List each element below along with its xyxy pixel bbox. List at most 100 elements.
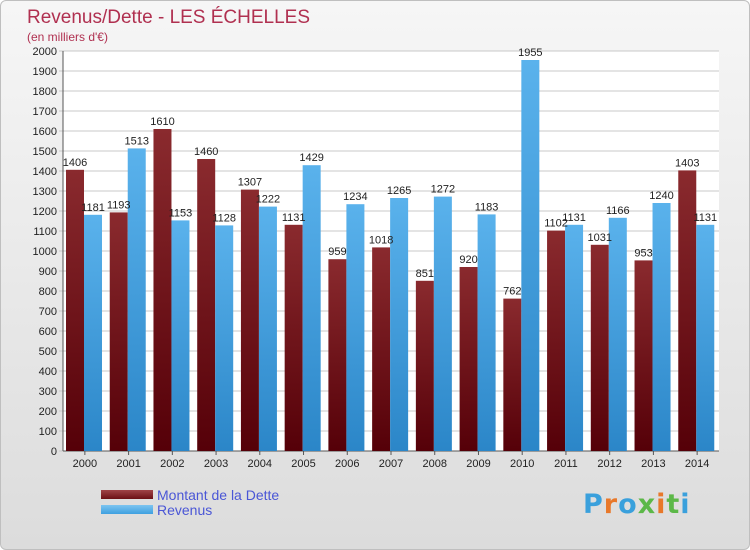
legend: Montant de la Dette Revenus [101, 486, 280, 518]
bar-dette-2012 [590, 244, 609, 451]
bar-dette-2013 [634, 260, 653, 451]
bar-revenus-2010 [521, 60, 540, 451]
data-label-revenus-2014: 1131 [693, 212, 717, 224]
data-label-dette-2008: 851 [416, 268, 434, 280]
y-tick-label: 2000 [33, 46, 57, 58]
data-label-dette-2006: 959 [328, 246, 346, 258]
x-tick-label: 2001 [116, 458, 140, 470]
y-tick-label: 1900 [33, 66, 57, 78]
y-tick-label: 800 [39, 286, 57, 298]
y-tick-label: 1500 [33, 146, 57, 158]
bar-dette-2004 [240, 189, 259, 451]
logo-letter: i [656, 489, 667, 520]
legend-item-dette: Montant de la Dette [101, 486, 280, 503]
bar-revenus-2014 [696, 224, 715, 451]
y-tick-label: 1200 [33, 206, 57, 218]
x-tick-label: 2013 [641, 458, 665, 470]
axes: 0 100 200 300 400 500 600 700 800 900 1000 1100 1200… [33, 46, 719, 470]
y-tick-label: 100 [39, 426, 57, 438]
bar-revenus-2007 [390, 198, 409, 451]
x-tick-label: 2003 [204, 458, 228, 470]
bar-revenus-2000 [84, 214, 102, 451]
data-label-revenus-2012: 1166 [606, 205, 630, 217]
x-tick-label: 2002 [160, 458, 184, 470]
x-tick-label: 2012 [597, 458, 621, 470]
y-tick-label: 1800 [33, 86, 57, 98]
bar-dette-2001 [109, 212, 128, 451]
y-tick-label: 1600 [33, 126, 57, 138]
x-tick-label: 2009 [466, 458, 490, 470]
data-label-revenus-2013: 1240 [649, 190, 673, 202]
y-tick-label: 400 [39, 366, 57, 378]
y-tick-label: 1300 [33, 186, 57, 198]
bar-dette-2010 [503, 298, 522, 451]
data-label-revenus-2010: 1955 [518, 47, 542, 59]
data-label-revenus-2009: 1183 [475, 201, 499, 213]
data-label-revenus-2008: 1272 [431, 184, 455, 196]
bar-revenus-2008 [433, 196, 452, 451]
y-tick-label: 1100 [33, 226, 57, 238]
bar-dette-2007 [372, 247, 391, 451]
data-label-revenus-2005: 1429 [299, 152, 323, 164]
bar-revenus-2002 [171, 220, 190, 451]
data-label-revenus-2007: 1265 [387, 185, 411, 197]
x-tick-label: 2004 [248, 458, 272, 470]
y-tick-label: 300 [39, 386, 57, 398]
data-label-dette-2000: 1406 [63, 157, 87, 169]
bar-dette-2003 [197, 159, 216, 451]
logo-letter: r [603, 489, 619, 520]
bar-dette-2005 [284, 224, 303, 451]
logo-letter: t [666, 489, 681, 520]
y-tick-label: 1700 [33, 106, 57, 118]
bar-dette-2006 [328, 259, 347, 451]
x-tick-label: 2005 [291, 458, 315, 470]
y-tick-label: 600 [39, 326, 57, 338]
data-label-dette-2003: 1460 [194, 146, 218, 158]
bar-revenus-2004 [258, 206, 277, 451]
data-label-revenus-2001: 1513 [124, 135, 148, 147]
data-label-dette-2001: 1193 [107, 199, 131, 211]
bar-revenus-2011 [565, 224, 584, 451]
legend-label-revenus: Revenus [157, 501, 213, 518]
data-label-dette-2004: 1307 [238, 177, 262, 189]
bar-revenus-2005 [302, 165, 321, 451]
bar-dette-2002 [153, 129, 172, 451]
x-tick-label: 2008 [422, 458, 446, 470]
data-label-dette-2007: 1018 [369, 234, 393, 246]
y-tick-label: 700 [39, 306, 57, 318]
y-tick-label: 1400 [33, 166, 57, 178]
data-label-dette-2011: 1102 [544, 218, 568, 230]
x-tick-label: 2000 [73, 458, 97, 470]
legend-swatch-revenus [101, 505, 153, 514]
x-tick-label: 2006 [335, 458, 359, 470]
bar-revenus-2006 [346, 204, 365, 451]
y-tick-label: 1000 [33, 246, 57, 258]
logo-letter: P [583, 489, 604, 520]
bar-revenus-2003 [215, 225, 234, 451]
bar-dette-2009 [459, 267, 478, 451]
y-tick-label: 900 [39, 266, 57, 278]
chart-subtitle: (en milliers d'€) [27, 30, 108, 44]
bar-dette-2000 [66, 169, 84, 452]
legend-label-dette: Montant de la Dette [157, 486, 280, 503]
x-tick-label: 2011 [554, 458, 578, 470]
data-label-revenus-2004: 1222 [256, 194, 280, 206]
bar-dette-2014 [678, 170, 697, 451]
data-label-dette-2010: 762 [503, 286, 521, 298]
x-tick-label: 2007 [379, 458, 403, 470]
bar-dette-2008 [415, 280, 434, 451]
logo-letter: x [637, 489, 657, 520]
data-label-dette-2005: 1131 [282, 212, 306, 224]
x-tick-label: 2014 [685, 458, 709, 470]
bar-revenus-2013 [652, 203, 671, 451]
data-label-revenus-2000: 1181 [81, 202, 105, 214]
data-label-dette-2012: 1031 [588, 232, 612, 244]
data-label-revenus-2002: 1153 [169, 207, 193, 219]
bars [66, 60, 715, 452]
data-label-dette-2014: 1403 [675, 157, 699, 169]
y-tick-label: 500 [39, 346, 57, 358]
chart-title: Revenus/Dette - LES ÉCHELLES [27, 7, 311, 28]
